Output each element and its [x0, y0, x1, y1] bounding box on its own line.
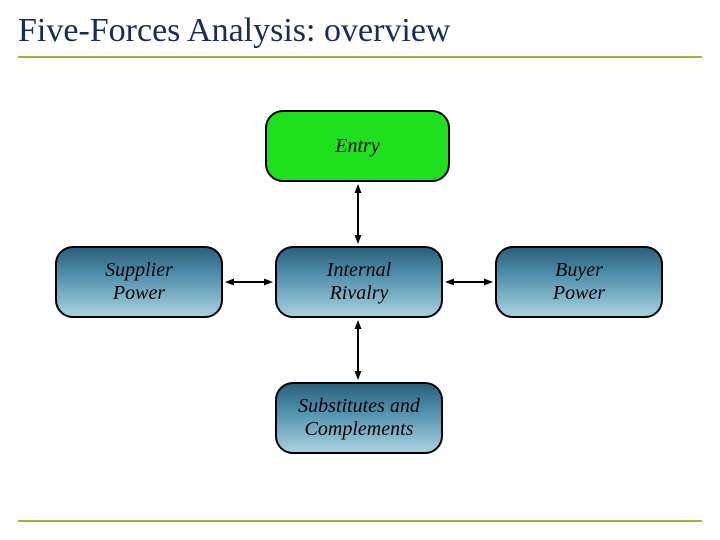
page-title: Five-Forces Analysis: overview [18, 12, 702, 50]
title-area: Five-Forces Analysis: overview [0, 0, 720, 66]
node-supplier-label: SupplierPower [105, 259, 173, 305]
node-buyer-power: BuyerPower [495, 246, 663, 318]
node-buyer-label: BuyerPower [553, 259, 605, 305]
node-internal-label: InternalRivalry [327, 259, 391, 305]
bottom-rule [18, 520, 702, 522]
node-entry: Entry [265, 110, 450, 182]
node-supplier-power: SupplierPower [55, 246, 223, 318]
node-entry-label: Entry [335, 135, 379, 158]
node-subs-label: Substitutes andComplements [298, 395, 420, 441]
title-underline [18, 56, 702, 58]
node-substitutes-complements: Substitutes andComplements [275, 382, 443, 454]
node-internal-rivalry: InternalRivalry [275, 246, 443, 318]
